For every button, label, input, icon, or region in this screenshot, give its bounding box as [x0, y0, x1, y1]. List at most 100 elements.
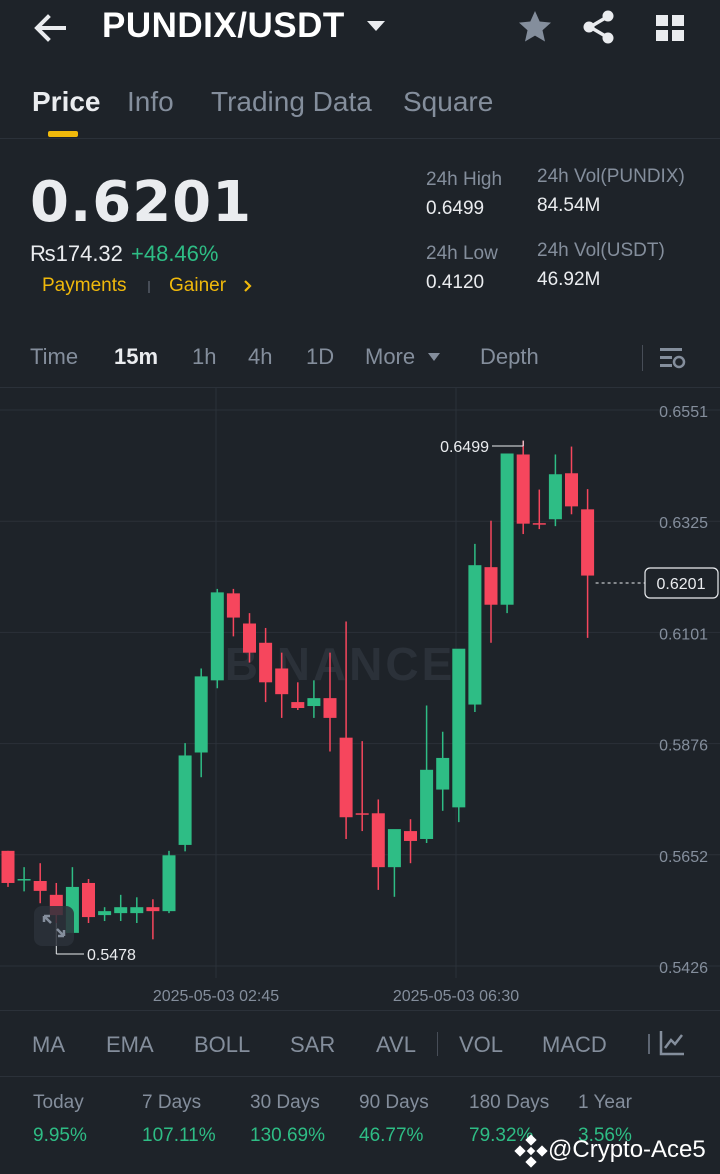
indicator-vol[interactable]: VOL — [459, 1032, 504, 1057]
candle — [1, 850, 15, 883]
back-arrow-icon[interactable] — [30, 8, 70, 48]
indicator-avl[interactable]: AVL — [376, 1032, 416, 1057]
current-price-box — [644, 567, 719, 599]
expand-chart-icon[interactable] — [34, 906, 74, 946]
y-tick-label: 0.6325 — [659, 515, 708, 532]
divider — [0, 387, 720, 388]
indicator-settings-icon[interactable] — [657, 1028, 687, 1058]
tab-square[interactable]: Square — [403, 86, 494, 117]
indicator-ma[interactable]: MA — [32, 1032, 65, 1057]
min-price-label: 0.5478 — [87, 947, 136, 964]
chart-settings-icon[interactable] — [657, 343, 687, 373]
indicator-ema[interactable]: EMA — [106, 1032, 154, 1057]
candle — [468, 565, 482, 705]
perf-value-180d: 79.32% — [469, 1125, 534, 1146]
perf-value-30d: 130.69% — [250, 1125, 326, 1146]
interval-time[interactable]: Time — [30, 344, 79, 369]
candle — [33, 880, 47, 891]
y-tick-label: 0.5426 — [659, 960, 708, 977]
divider — [0, 1010, 720, 1011]
chevron-right-icon[interactable] — [242, 278, 254, 294]
tag-gainer[interactable]: Gainer — [169, 275, 227, 296]
candle — [98, 911, 112, 916]
interval-1h[interactable]: 1h — [192, 344, 217, 369]
interval-15m[interactable]: 15m — [114, 344, 159, 369]
high-value: 0.6499 — [426, 198, 485, 219]
candle — [339, 737, 353, 818]
candle — [581, 509, 595, 576]
candle — [371, 813, 385, 868]
perf-label-30d: 30 Days — [250, 1092, 320, 1113]
candle — [404, 831, 417, 841]
perf-label-7d: 7 Days — [142, 1092, 202, 1113]
perf-value-90d: 46.77% — [359, 1125, 424, 1146]
candle — [275, 668, 289, 695]
chart-annotations: 0.6201 0.6499 0.5478 — [55, 439, 719, 964]
last-price: 0.6201 — [30, 170, 253, 235]
interval-more[interactable]: More — [365, 344, 416, 369]
fiat-price: ₨174.32 — [30, 241, 123, 266]
interval-1d[interactable]: 1D — [306, 344, 335, 369]
indicator-sar[interactable]: SAR — [290, 1032, 336, 1057]
caret-down-icon[interactable] — [364, 14, 388, 38]
tag-payments[interactable]: Payments — [42, 275, 127, 296]
indicator-macd[interactable]: MACD — [542, 1032, 607, 1057]
tab-price[interactable]: Price — [32, 86, 101, 117]
candle — [516, 454, 530, 524]
perf-label-90d: 90 Days — [359, 1092, 429, 1113]
candle — [146, 907, 160, 912]
y-axis-labels: 0.6551 0.6325 0.6101 0.5876 0.5652 0.5426 — [659, 404, 708, 977]
max-price-label: 0.6499 — [440, 439, 489, 456]
candle — [548, 474, 562, 520]
candle — [210, 592, 224, 681]
candle — [162, 855, 176, 912]
candle — [565, 473, 578, 507]
grid-icon[interactable] — [650, 8, 690, 48]
candle — [17, 879, 31, 881]
candle — [355, 813, 369, 815]
x-tick-label: 2025-05-03 06:30 — [393, 988, 519, 1005]
interval-4h[interactable]: 4h — [248, 344, 273, 369]
candle — [484, 567, 498, 605]
y-tick-label: 0.6101 — [659, 626, 708, 643]
divider — [0, 138, 720, 139]
tag-separator — [148, 281, 150, 293]
candle — [387, 829, 401, 868]
share-icon[interactable] — [580, 8, 618, 46]
candle — [291, 702, 305, 709]
candle — [452, 648, 466, 808]
candlestick-chart[interactable]: BINANCE 0.65510.63250.61010.58760.56520.… — [0, 388, 720, 1010]
separator — [642, 345, 643, 371]
separator — [437, 1032, 438, 1056]
y-tick-label: 0.5876 — [659, 738, 708, 755]
candle — [323, 698, 337, 718]
divider — [0, 1076, 720, 1077]
indicator-boll[interactable]: BOLL — [194, 1032, 251, 1057]
caret-down-icon[interactable] — [427, 351, 441, 363]
y-tick-label: 0.5652 — [659, 849, 708, 866]
tab-trading-data[interactable]: Trading Data — [211, 86, 372, 117]
perf-label-180d: 180 Days — [469, 1092, 550, 1113]
tab-info[interactable]: Info — [127, 86, 174, 117]
candle — [259, 642, 273, 683]
pair-title[interactable]: PUNDIX/USDT — [102, 6, 345, 45]
candles — [1, 440, 595, 940]
binance-logo-icon — [514, 1134, 548, 1168]
vol-quote-value: 46.92M — [537, 269, 601, 290]
current-price-label: 0.6201 — [657, 576, 706, 593]
x-axis-labels: 2025-05-03 02:45 2025-05-03 06:30 — [153, 988, 519, 1005]
candle — [82, 882, 95, 918]
perf-label-1y: 1 Year — [578, 1092, 632, 1113]
candle — [243, 623, 256, 653]
vol-base-label: 24h Vol(PUNDIX) — [537, 166, 685, 187]
candle — [178, 755, 192, 845]
candle — [307, 698, 321, 707]
low-label: 24h Low — [426, 243, 498, 264]
top-bar: PUNDIX/USDT — [0, 0, 720, 60]
active-tab-indicator — [48, 131, 78, 137]
star-icon[interactable] — [516, 8, 554, 46]
interval-depth[interactable]: Depth — [480, 344, 539, 369]
watermark-handle: @Crypto-Ace5 — [548, 1136, 706, 1163]
x-tick-label: 2025-05-03 02:45 — [153, 988, 279, 1005]
vol-base-value: 84.54M — [537, 195, 601, 216]
